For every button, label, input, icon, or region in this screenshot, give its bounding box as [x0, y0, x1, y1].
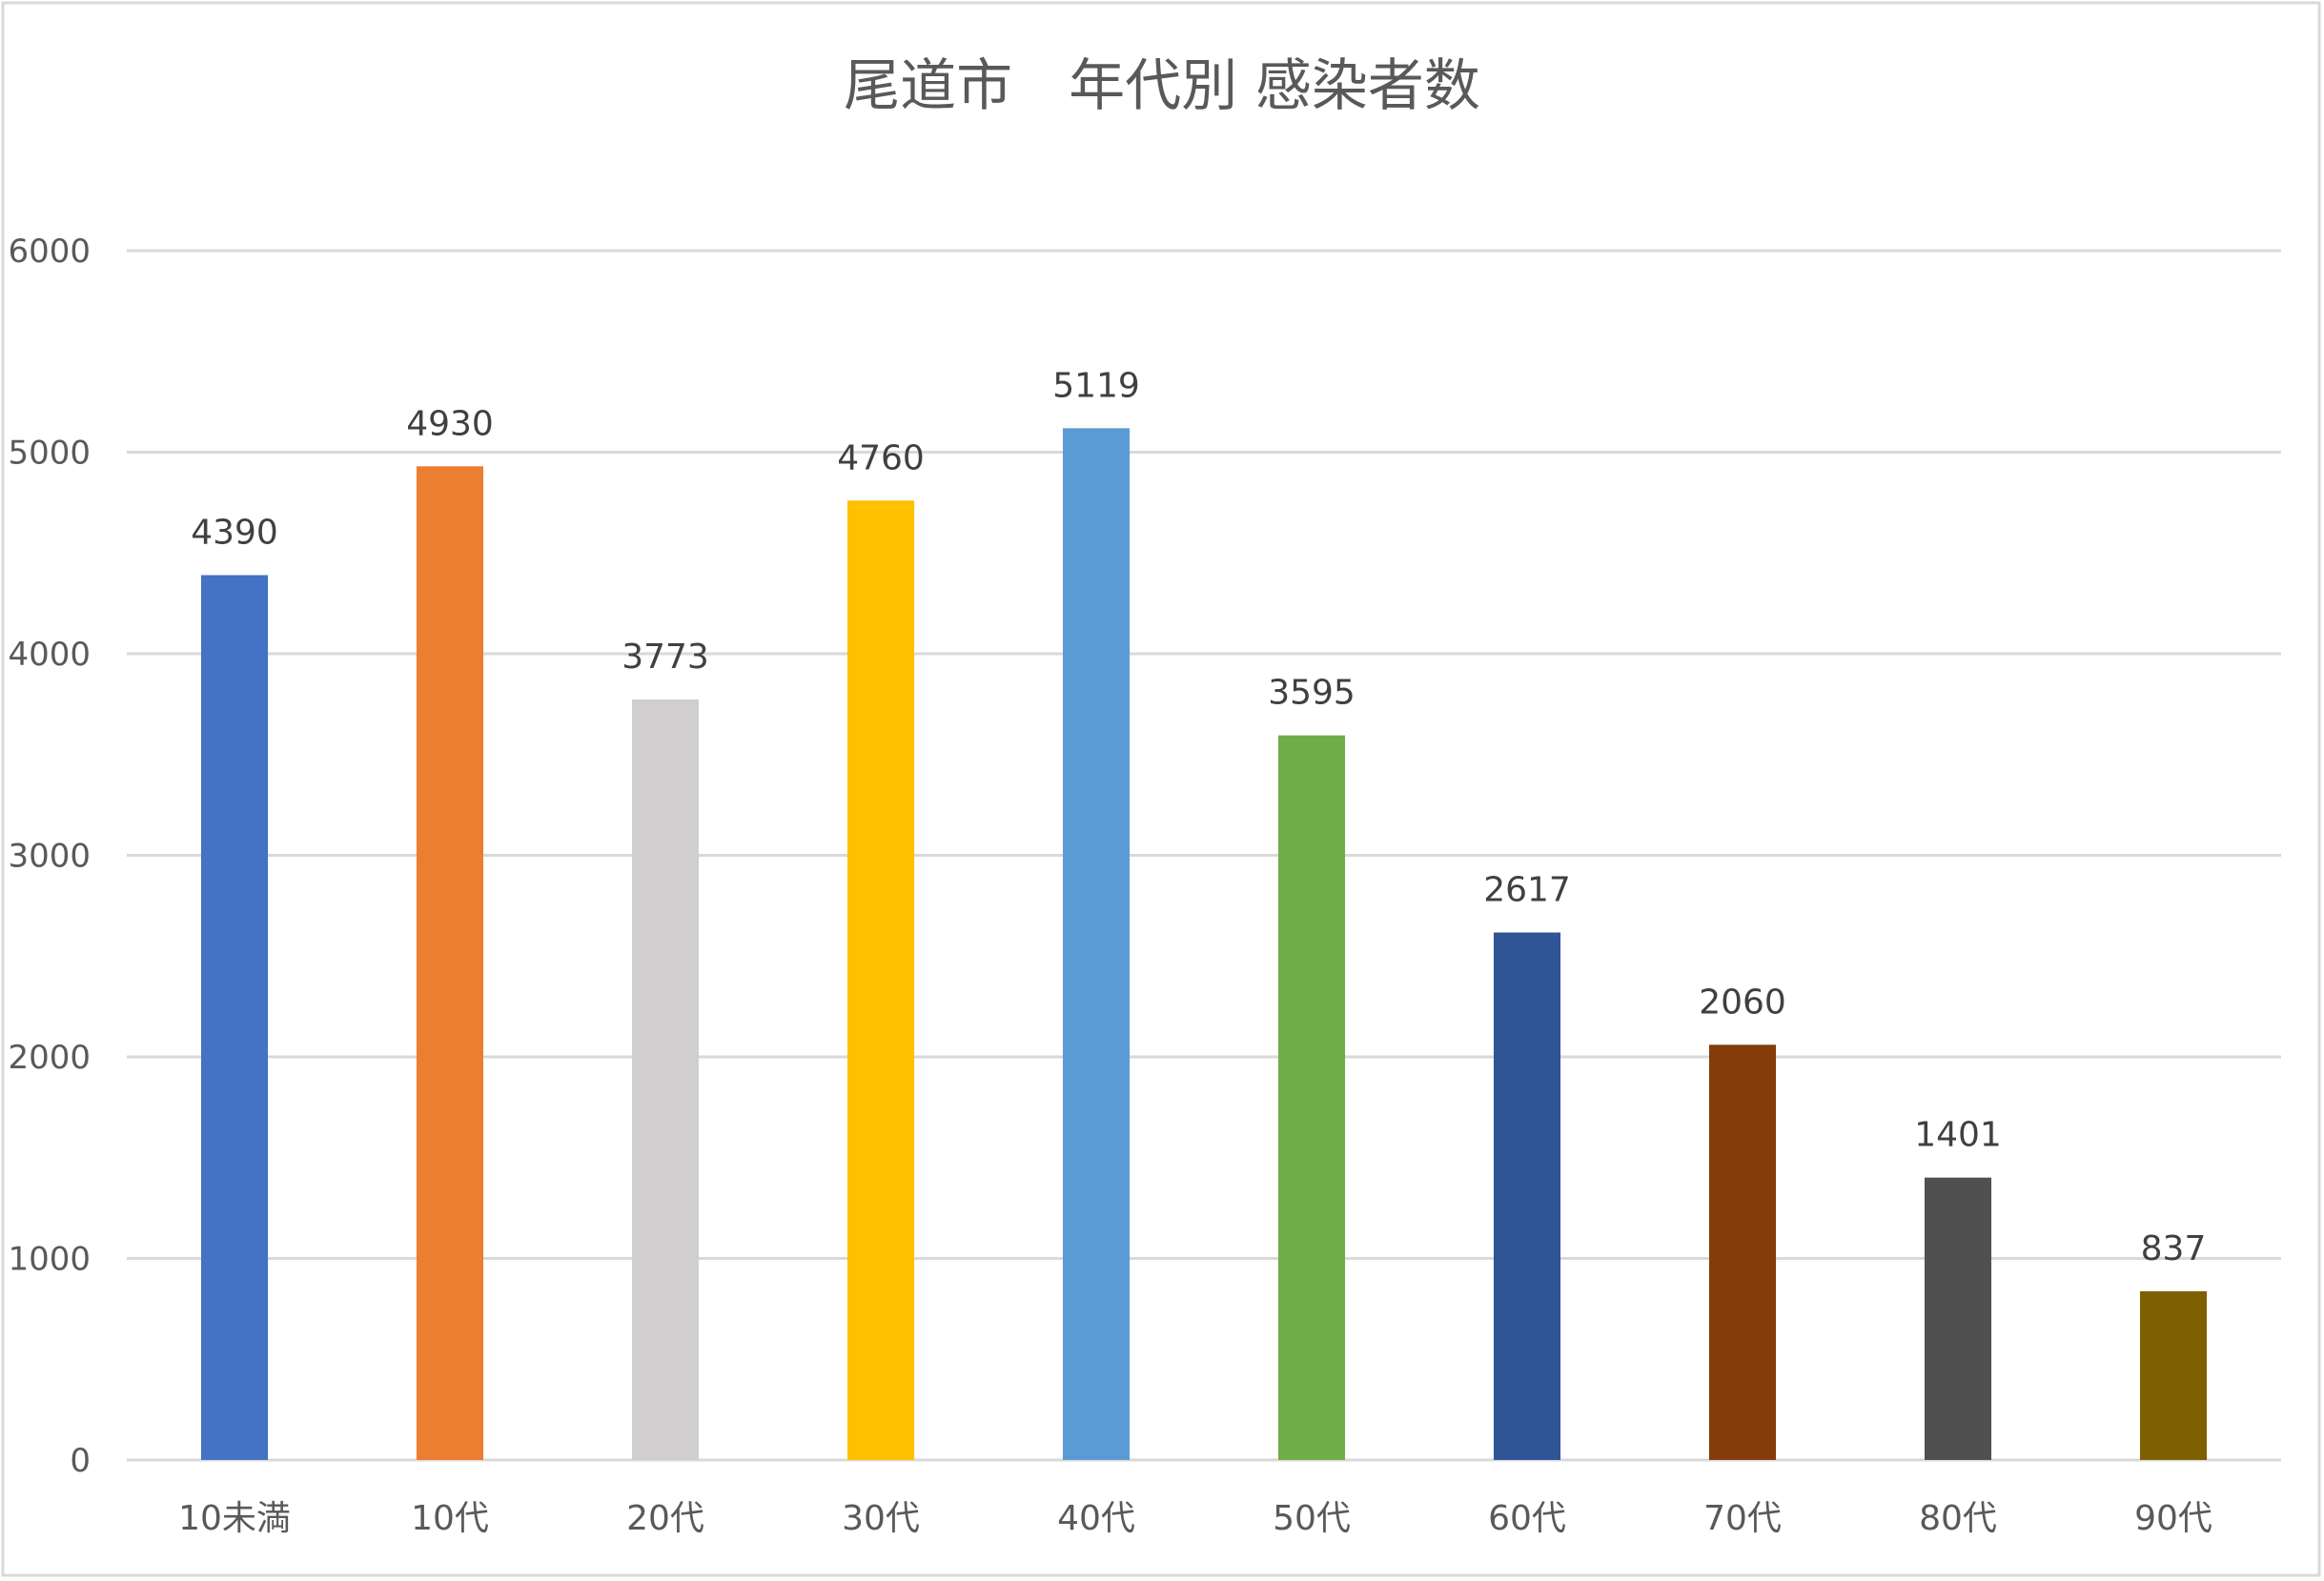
- chart-title: 尾道市 年代別 感染者数: [844, 52, 1480, 118]
- data-label-7: 2617: [1483, 871, 1571, 910]
- x-tick-label-7: 60代: [1488, 1499, 1566, 1538]
- y-axis-ticks: 0 1000 2000 3000 4000 5000 6000: [8, 233, 91, 1480]
- data-label-6: 3595: [1268, 674, 1356, 713]
- y-tick-label-6000: 6000: [8, 233, 91, 271]
- x-axis-ticks: 10未満 10代 20代 30代 40代 50代 60代 70代 80代 90代: [178, 1499, 2212, 1538]
- bar-9: [1924, 1177, 1992, 1460]
- data-label-9: 1401: [1914, 1116, 2002, 1155]
- x-tick-label-9: 80代: [1919, 1499, 1997, 1538]
- y-tick-label-2000: 2000: [8, 1039, 91, 1077]
- data-label-5: 5119: [1052, 366, 1140, 405]
- x-tick-label-2: 10代: [411, 1499, 489, 1538]
- bar-10: [2139, 1290, 2208, 1460]
- x-tick-label-10: 90代: [2134, 1499, 2212, 1538]
- data-labels: 4390 4930 3773 4760 5119 3595 2617 2060 1401 837: [191, 366, 2206, 1268]
- data-label-4: 4760: [837, 438, 925, 477]
- x-tick-label-3: 20代: [626, 1499, 704, 1538]
- x-tick-label-6: 50代: [1273, 1499, 1351, 1538]
- data-label-1: 4390: [191, 514, 278, 553]
- bar-4: [846, 500, 915, 1460]
- x-tick-label-1: 10未満: [178, 1499, 291, 1538]
- bar-7: [1493, 932, 1561, 1460]
- x-tick-label-4: 30代: [842, 1499, 920, 1538]
- bar-3: [631, 699, 700, 1460]
- data-label-2: 4930: [406, 404, 494, 443]
- data-label-3: 3773: [622, 638, 709, 677]
- y-tick-label-4000: 4000: [8, 636, 91, 674]
- bar-5: [1062, 428, 1131, 1460]
- bars: [200, 428, 2208, 1461]
- bar-1: [200, 575, 269, 1460]
- x-tick-label-5: 40代: [1057, 1499, 1135, 1538]
- gridlines: [127, 249, 2281, 1462]
- bar-6: [1277, 735, 1346, 1460]
- data-label-8: 2060: [1699, 983, 1786, 1022]
- y-tick-label-3000: 3000: [8, 838, 91, 876]
- data-label-10: 837: [2141, 1229, 2207, 1268]
- bar-8: [1708, 1044, 1777, 1460]
- y-tick-label-1000: 1000: [8, 1241, 91, 1279]
- y-tick-label-0: 0: [70, 1442, 91, 1480]
- x-tick-label-8: 70代: [1703, 1499, 1782, 1538]
- y-tick-label-5000: 5000: [8, 435, 91, 473]
- bar-2: [416, 466, 484, 1461]
